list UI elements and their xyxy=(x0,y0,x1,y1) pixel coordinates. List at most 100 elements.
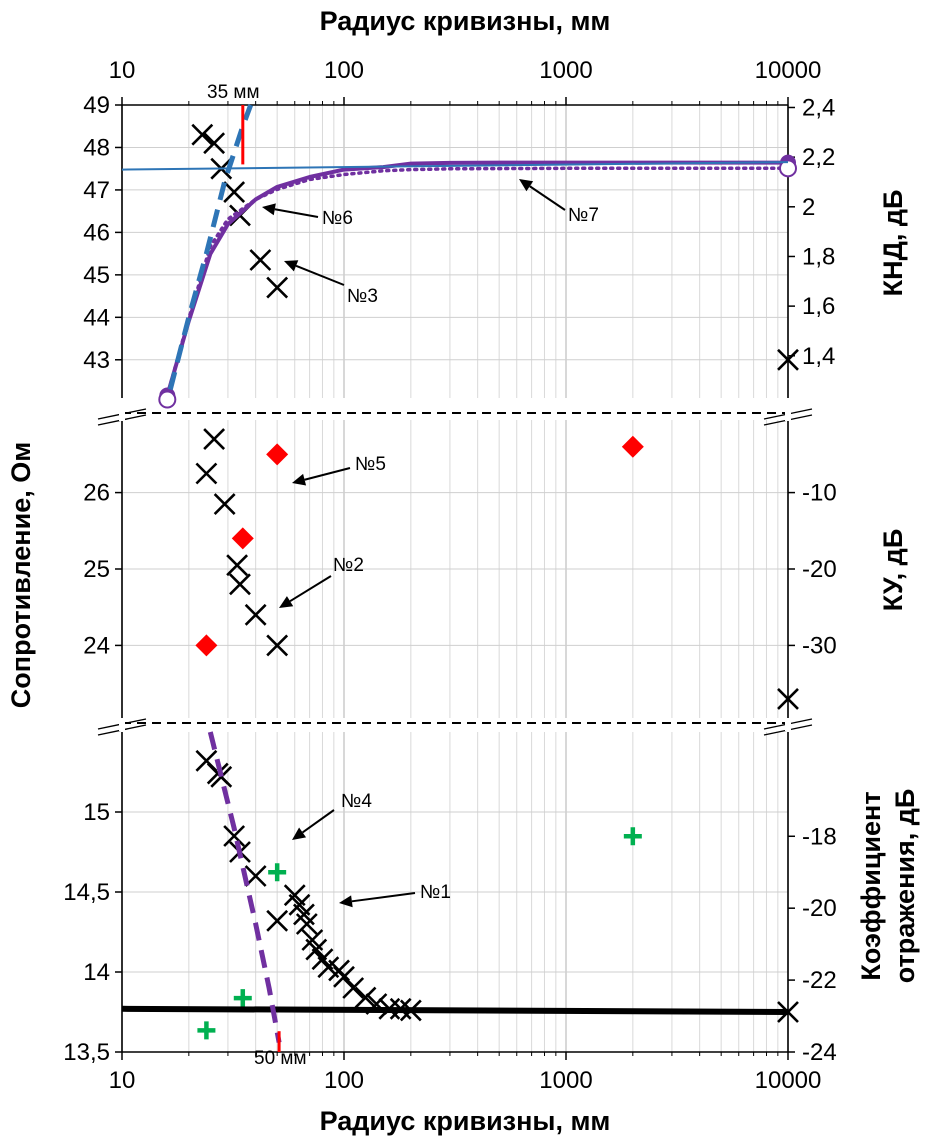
data-point-x-marker xyxy=(223,825,246,847)
x-tick-label-bottom: 10000 xyxy=(755,1067,822,1094)
series-end-marker xyxy=(779,159,797,178)
data-point-plus xyxy=(623,827,642,846)
data-point-x-marker xyxy=(226,554,249,577)
axis-break-gap xyxy=(119,722,125,731)
axis-break-gap xyxy=(785,722,791,731)
data-point-x-marker xyxy=(266,634,289,657)
axis-break-gap xyxy=(785,412,791,421)
y-tick-label-right: -22 xyxy=(802,967,837,994)
data-point-x-marker xyxy=(223,181,246,203)
series-line-solid-thick xyxy=(165,160,788,397)
x-tick-label-top: 100 xyxy=(324,57,364,84)
data-point-x-marker xyxy=(249,249,272,271)
data-point-x-marker xyxy=(195,462,218,485)
annotation-arrow xyxy=(351,892,416,903)
y-tick-label-left: 25 xyxy=(83,556,110,583)
data-point-x-marker xyxy=(244,603,267,626)
data-point-x-marker xyxy=(244,865,267,887)
x-tick-label-top: 10 xyxy=(109,57,136,84)
frame-layer xyxy=(97,97,813,1060)
text-layer: Радиус кривизны, мм Радиус кривизны, мм … xyxy=(6,6,920,1136)
y-tick-label-left: 47 xyxy=(83,177,110,204)
annotation-arrow xyxy=(289,575,332,603)
y-tick-label-left: 45 xyxy=(83,262,110,289)
y-tick-label-left: 26 xyxy=(83,480,110,507)
y-tick-label-right: 1,6 xyxy=(802,293,835,320)
y-tick-label-left: 14 xyxy=(83,959,110,986)
data-point-x-marker xyxy=(213,493,236,515)
data-point-plus xyxy=(197,1021,216,1040)
data-point-x-marker xyxy=(203,132,226,155)
y-tick-label-right: 2 xyxy=(802,194,815,221)
y-tick-label-right: 2,4 xyxy=(802,94,835,121)
y-axis-title-right-top: КНД, дБ xyxy=(878,190,908,297)
data-point-x-marker xyxy=(777,687,799,710)
y-tick-label-right: -20 xyxy=(802,895,837,922)
annotation-label: №4 xyxy=(341,791,372,812)
series-line-solid-thin xyxy=(121,161,789,171)
y-axis-title-right-bottom-line1: Коэффициент xyxy=(856,791,886,980)
data-point-x-marker xyxy=(203,428,226,451)
grid-layer xyxy=(121,104,789,1053)
y-tick-label-right: -24 xyxy=(802,1039,837,1066)
y-tick-label-left: 43 xyxy=(83,347,110,374)
y-tick-label-right: 1,8 xyxy=(802,243,835,270)
annotation-arrow xyxy=(529,185,566,211)
annotation-arrowhead xyxy=(262,203,276,216)
x-tick-label-top: 1000 xyxy=(539,57,592,84)
x-tick-label-bottom: 1000 xyxy=(539,1067,592,1094)
annotation-label: №5 xyxy=(355,454,386,475)
y-tick-label-right: -18 xyxy=(802,823,837,850)
y-tick-label-left: 48 xyxy=(83,134,110,161)
annotation-arrowhead xyxy=(519,179,534,192)
data-point-x-marker xyxy=(229,573,251,596)
data-point-x-marker xyxy=(342,977,365,999)
data-point-diamond xyxy=(195,634,218,657)
annotation-label: №6 xyxy=(322,208,353,229)
annotation-label: №3 xyxy=(347,286,378,307)
data-point-x-marker xyxy=(305,938,328,961)
axis-break-gap xyxy=(119,412,125,421)
annotation-arrow xyxy=(295,264,345,286)
y-tick-label-left: 46 xyxy=(83,219,110,246)
data-point-x-marker xyxy=(354,986,377,1009)
annotation-arrowhead xyxy=(292,473,307,486)
data-point-x-marker xyxy=(191,123,214,146)
y-tick-label-right: 1,4 xyxy=(802,343,835,370)
y-axis-title-left: Сопротивление, Ом xyxy=(6,442,36,708)
data-point-x-marker xyxy=(210,765,233,788)
y-tick-label-right: -20 xyxy=(802,556,837,583)
annotation-arrow xyxy=(274,208,319,218)
annotation-label: 50 мм xyxy=(254,1048,307,1069)
data-point-x-marker xyxy=(333,965,355,988)
y-tick-label-left: 24 xyxy=(83,632,110,659)
y-tick-label-right: 2,2 xyxy=(802,144,835,171)
annotation-label: 35 мм xyxy=(207,82,260,103)
x-tick-label-top: 10000 xyxy=(755,57,822,84)
x-axis-title-bottom: Радиус кривизны, мм xyxy=(320,1106,611,1136)
series-line-dashed-thick xyxy=(167,104,254,391)
annotation-label: №2 xyxy=(333,555,364,576)
data-point-plus xyxy=(268,863,287,882)
data-point-plus xyxy=(233,989,252,1008)
annotation-arrow xyxy=(304,467,351,481)
annotation-arrowhead xyxy=(284,260,299,272)
x-tick-label-bottom: 100 xyxy=(324,1067,364,1094)
y-tick-label-right: -30 xyxy=(802,632,837,659)
y-tick-label-left: 13,5 xyxy=(63,1039,110,1066)
annotation-arrowhead xyxy=(279,596,294,608)
data-point-diamond xyxy=(231,527,254,550)
annotation-label: №7 xyxy=(568,205,599,226)
x-axis-title-top: Радиус кривизны, мм xyxy=(320,6,611,36)
data-point-diamond xyxy=(266,443,289,466)
x-tick-label-bottom: 10 xyxy=(109,1067,136,1094)
data-point-x-marker xyxy=(266,276,289,299)
series-layer xyxy=(121,104,799,1052)
data-point-x-marker xyxy=(266,909,289,932)
y-axis-title-right-bottom-line2: отражения, дБ xyxy=(890,789,920,984)
y-tick-label-left: 49 xyxy=(83,92,110,119)
y-tick-label-left: 15 xyxy=(83,799,110,826)
data-point-diamond xyxy=(621,435,644,458)
annotation-arrowhead xyxy=(339,895,353,908)
